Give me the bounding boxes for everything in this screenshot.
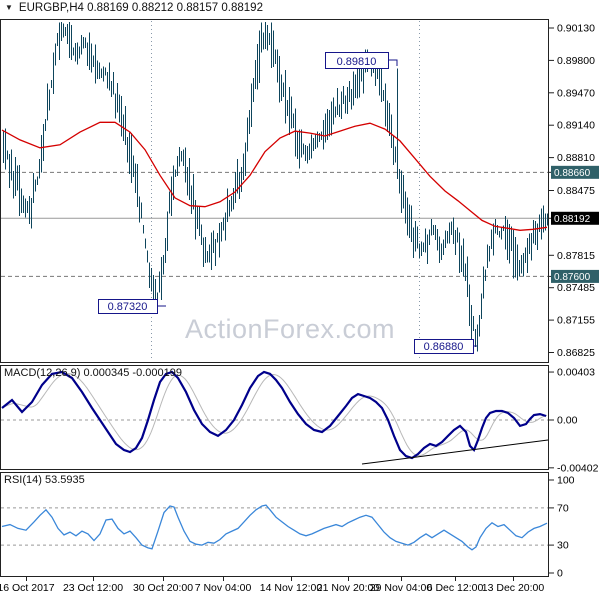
resistance-tag: [551, 165, 599, 179]
time-axis-label: 14 Nov 12:00: [260, 582, 323, 594]
macd-title: MACD(12,26,9) 0.000345 -0.000199: [4, 367, 182, 379]
annotation-label: 0.86880: [424, 341, 464, 353]
time-axis-label: 7 Nov 04:00: [195, 582, 252, 594]
price-axis-label: 0.89800: [557, 55, 595, 67]
time-axis-label: 23 Oct 12:00: [63, 582, 123, 594]
annotation-connector: [388, 59, 398, 66]
support-tag: [551, 269, 599, 283]
price-axis-label: 0.86825: [557, 347, 595, 359]
time-axis-label: 30 Oct 20:00: [133, 582, 193, 594]
price-axis-label: 0.88475: [557, 185, 595, 197]
annotation-label: 0.87320: [108, 301, 148, 313]
macd-panel: [0, 365, 549, 470]
symbol-ohlc-text: EURGBP,H4 0.88169 0.88212 0.88157 0.8819…: [18, 2, 263, 14]
annotation-label: 0.89810: [337, 56, 377, 68]
main-panel: [0, 19, 549, 363]
price-axis-label: 0.89140: [557, 120, 595, 132]
time-axis-label: 6 Dec 12:00: [427, 582, 484, 594]
macd-signal-line: [2, 372, 548, 457]
price-axis-label: 0.87815: [557, 250, 595, 262]
rsi-axis-label: 70: [557, 502, 569, 514]
rsi-axis-label: 30: [557, 540, 569, 552]
time-axis-label: 21 Nov 20:00: [317, 582, 380, 594]
price-axis-label: 0.87155: [557, 315, 595, 327]
price-axis-label: 0.88810: [557, 152, 595, 164]
resistance-tag-label: 0.88660: [554, 168, 591, 179]
macd-trendline: [361, 439, 549, 465]
macd-axis-label: 0.00: [557, 415, 578, 427]
symbol-header: ▼ EURGBP,H4 0.88169 0.88212 0.88157 0.881…: [5, 2, 263, 14]
annotation-box: [325, 52, 389, 69]
support-tag-label: 0.87600: [554, 272, 591, 283]
macd-line: [1, 370, 547, 460]
candlestick-bars: [3, 22, 548, 352]
rsi-line: [1, 504, 548, 551]
symbol-dropdown-icon: ▼: [5, 3, 13, 12]
macd-axis-label: -0.00402: [557, 462, 599, 474]
current-price-tag: [551, 211, 599, 225]
rsi-panel: [0, 472, 549, 577]
rsi-axis-label: 0: [557, 568, 563, 580]
annotation-box: [98, 299, 158, 314]
time-axis-label: 13 Dec 20:00: [482, 582, 545, 594]
price-axis-label: 0.90130: [557, 23, 595, 35]
annotation-box: [414, 339, 474, 354]
current-price-tag-label: 0.88192: [554, 214, 591, 225]
watermark: ActionForex.com: [184, 314, 396, 344]
ma-line: [1, 121, 548, 231]
macd-axis-label: 0.00403: [557, 367, 595, 379]
rsi-axis-label: 100: [557, 475, 575, 487]
price-axis-label: 0.87485: [557, 282, 595, 294]
price-axis-label: 0.89470: [557, 87, 595, 99]
time-axis-label: 16 Oct 2017: [0, 582, 55, 594]
rsi-title: RSI(14) 53.5935: [4, 474, 85, 486]
time-axis-label: 29 Nov 04:00: [370, 582, 433, 594]
